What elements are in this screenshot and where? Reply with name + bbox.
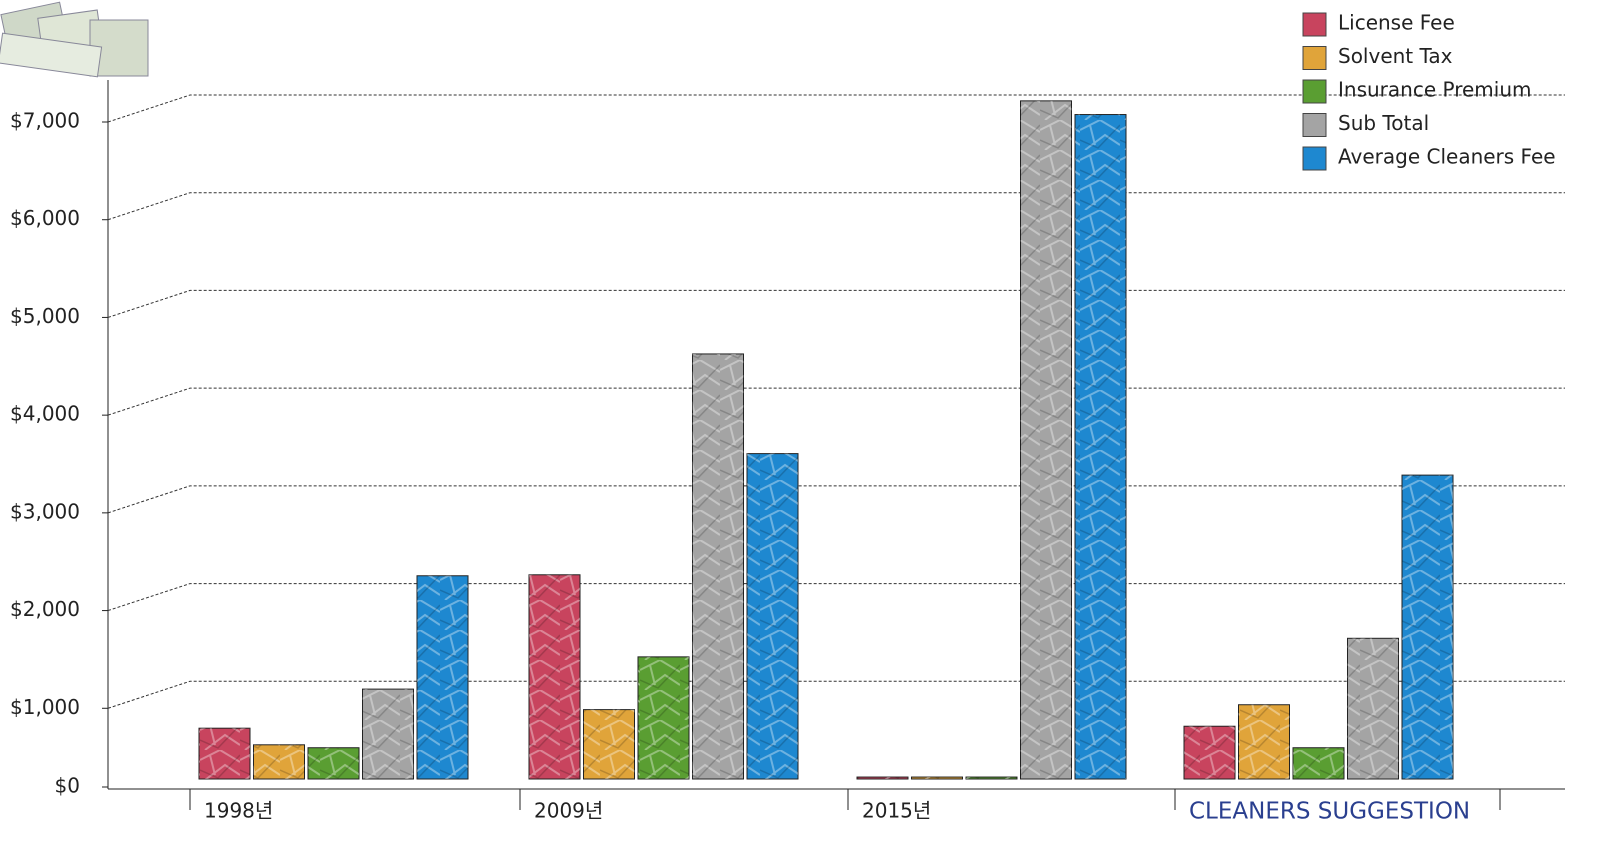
bar-texture xyxy=(747,453,798,779)
x-tick-label: 1998년 xyxy=(204,799,273,823)
legend-label: Average Cleaners Fee xyxy=(1338,145,1556,169)
bar-texture xyxy=(529,574,580,779)
legend-label: Sub Total xyxy=(1338,111,1429,135)
legend-label: License Fee xyxy=(1338,11,1455,35)
y-tick-label: $6,000 xyxy=(10,206,80,230)
bar-texture xyxy=(1020,100,1072,779)
legend-label: Insurance Premium xyxy=(1338,78,1531,102)
grid-line xyxy=(107,485,1565,514)
bar-texture xyxy=(692,353,744,779)
bar-texture xyxy=(1402,475,1453,779)
money-icon xyxy=(0,1,149,78)
bar-texture xyxy=(1184,726,1235,779)
legend-swatch xyxy=(1302,79,1327,104)
y-tick-label: $4,000 xyxy=(10,402,80,426)
bar-texture xyxy=(1075,114,1126,780)
legend-label: Solvent Tax xyxy=(1338,44,1453,68)
bar-texture xyxy=(638,656,689,779)
bar-texture xyxy=(911,777,963,779)
bar-texture xyxy=(308,747,359,779)
y-tick-label: $1,000 xyxy=(10,695,80,719)
y-tick-label: $2,000 xyxy=(10,597,80,621)
bar-texture xyxy=(1293,747,1344,779)
grid-line xyxy=(107,583,1565,612)
bar-texture xyxy=(253,744,305,779)
x-tick-label: 2009년 xyxy=(534,799,603,823)
bar-texture xyxy=(857,777,908,779)
bar-texture xyxy=(417,575,468,779)
grid-line xyxy=(107,192,1565,221)
bar-texture xyxy=(966,777,1017,779)
legend-swatch xyxy=(1302,113,1327,137)
bar-texture xyxy=(583,709,635,779)
grid-line xyxy=(107,680,1565,709)
x-tick-label: 2015년 xyxy=(862,799,931,823)
grid-line xyxy=(107,387,1565,416)
x-tick-label: CLEANERS SUGGESTION xyxy=(1189,799,1470,825)
y-tick-label: $5,000 xyxy=(10,304,80,328)
y-tick-label: $7,000 xyxy=(10,109,80,133)
grid-line xyxy=(107,289,1565,318)
y-tick-label: $0 xyxy=(55,774,80,798)
bar-texture xyxy=(362,689,414,779)
y-tick-label: $3,000 xyxy=(10,499,80,523)
bar-texture xyxy=(1347,638,1399,779)
grid-line xyxy=(107,94,1565,123)
legend-swatch xyxy=(1302,146,1327,171)
legend-swatch xyxy=(1302,46,1327,70)
bar-texture xyxy=(199,728,250,779)
bar-texture xyxy=(1238,704,1290,779)
legend-swatch xyxy=(1302,12,1327,37)
